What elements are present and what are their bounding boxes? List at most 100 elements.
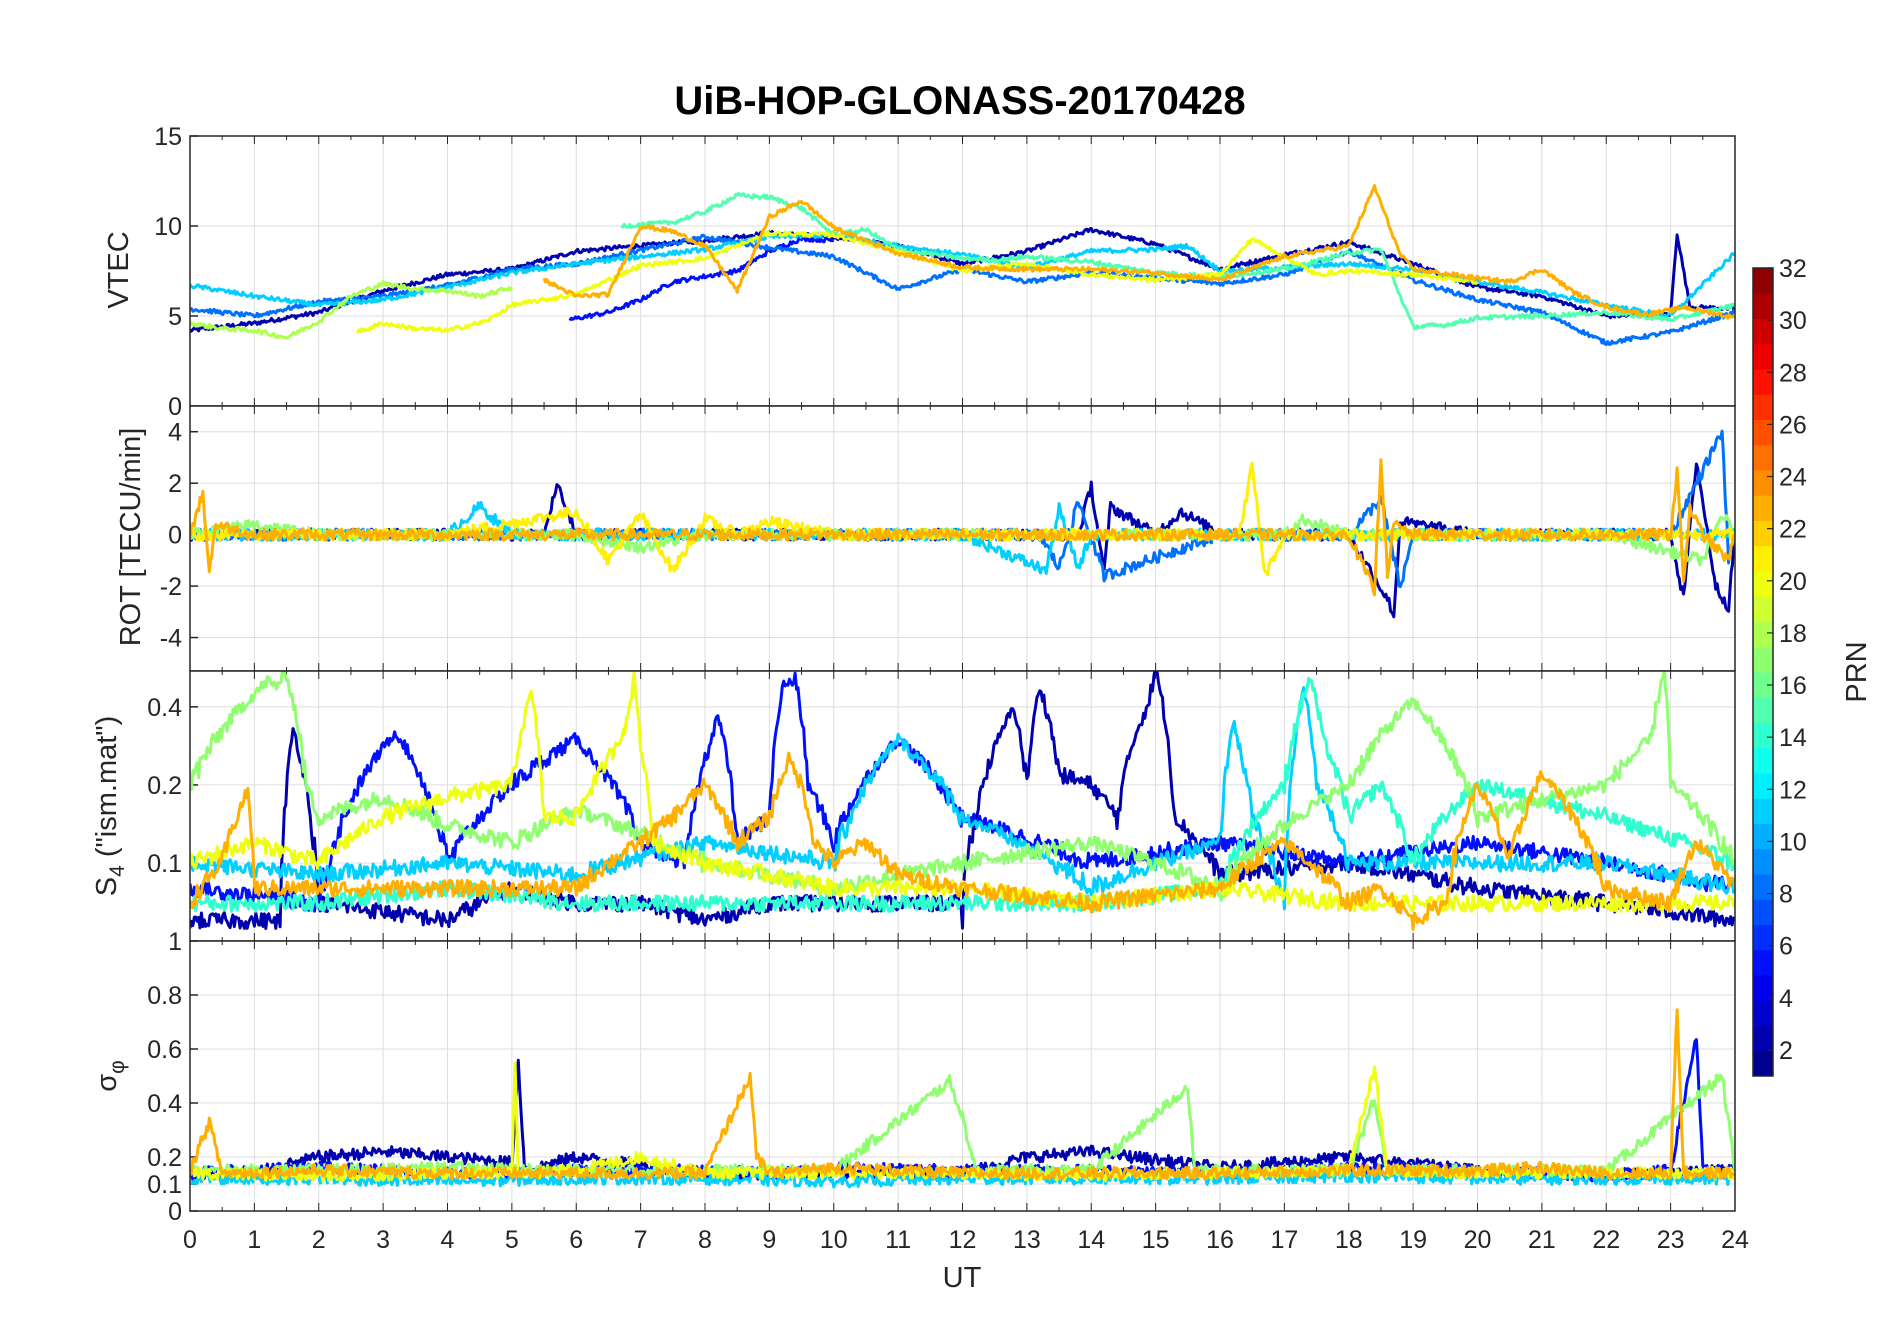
colorbar-label: PRN (1841, 641, 1873, 702)
colorbar-segment (1753, 621, 1773, 648)
x-tick-label: 13 (1013, 1226, 1041, 1254)
x-tick-label: 0 (183, 1226, 197, 1254)
y-tick-label: 0.2 (147, 772, 182, 800)
colorbar-segment (1753, 318, 1773, 345)
x-tick-label: 6 (569, 1226, 583, 1254)
colorbar-tick-label: 24 (1779, 464, 1807, 492)
colorbar-segment (1753, 898, 1773, 925)
colorbar-segment (1753, 873, 1773, 900)
x-tick-label: 1 (247, 1226, 261, 1254)
y-axis-label: ROT [TECU/min] (115, 428, 147, 647)
colorbar-tick-label: 16 (1779, 672, 1807, 700)
series-line-prn-2 (190, 227, 1735, 333)
colorbar-segment (1753, 469, 1773, 496)
colorbar-tick-label: 30 (1779, 307, 1807, 335)
chart-title: UiB-HOP-GLONASS-20170428 (674, 79, 1245, 123)
series-group (190, 1008, 1735, 1189)
series-group (190, 184, 1735, 346)
series-line-prn-23 (190, 458, 1735, 597)
colorbar-tick-label: 26 (1779, 411, 1807, 439)
x-tick-label: 7 (634, 1226, 648, 1254)
y-axis-label: S4 ("ism.mat") (91, 716, 129, 897)
x-axis-label: UT (943, 1262, 982, 1294)
colorbar-segment (1753, 823, 1773, 850)
colorbar-segment (1753, 999, 1773, 1026)
colorbar-segment (1753, 772, 1773, 799)
panel-sigma-phi: 00.10.2 0.4 0.6 0.8 1 σφ (91, 928, 1736, 1226)
y-tick-label: 0.4 (147, 1090, 182, 1118)
colorbar-segment (1753, 292, 1773, 319)
colorbar-segment (1753, 1025, 1773, 1052)
panel-s4: 0.1 0.2 0.4 S4 ("ism.mat") (91, 670, 1736, 942)
y-tick-label: 0.2 (147, 1144, 182, 1172)
colorbar-segment (1753, 949, 1773, 976)
colorbar-tick-label: 32 (1779, 255, 1807, 283)
colorbar-segment (1753, 848, 1773, 875)
x-tick-label: 10 (820, 1226, 848, 1254)
colorbar-segment (1753, 722, 1773, 749)
colorbar-segment (1753, 494, 1773, 521)
x-tick-label: 19 (1399, 1226, 1427, 1254)
series-line-prn-20 (190, 671, 1735, 913)
y-tick-label: -2 (160, 573, 182, 601)
x-tick-label: 11 (885, 1226, 911, 1254)
series-group (190, 671, 1735, 931)
series-line-prn-23 (190, 1008, 1735, 1181)
x-tick-label: 18 (1335, 1226, 1363, 1254)
colorbar-segment (1753, 595, 1773, 622)
colorbar-segment (1753, 1050, 1773, 1077)
y-tick-label: 0.6 (147, 1036, 182, 1064)
y-tick-label: 0 (168, 393, 182, 421)
colorbar-tick-label: 10 (1779, 828, 1807, 856)
x-tick-label: 2 (312, 1226, 326, 1254)
x-tick-label: 9 (762, 1226, 776, 1254)
series-line-prn-15 (620, 191, 1735, 331)
colorbar-segment (1753, 696, 1773, 723)
colorbar-tick-label: 18 (1779, 620, 1807, 648)
series-line-prn-23 (190, 751, 1735, 931)
colorbar-tick-label: 6 (1779, 933, 1793, 961)
series-line-prn-11 (190, 231, 1735, 319)
x-tick-label: 8 (698, 1226, 712, 1254)
colorbar-tick-label: 2 (1779, 1037, 1793, 1065)
y-tick-label: 2 (168, 470, 182, 498)
series-line-prn-2 (190, 671, 1735, 930)
x-tick-label: 16 (1206, 1226, 1234, 1254)
colorbar-tick-label: 12 (1779, 776, 1807, 804)
colorbar-segment (1753, 797, 1773, 824)
y-axis-label: σφ (91, 1060, 129, 1092)
colorbar-segment (1753, 368, 1773, 395)
y-tick-label: 15 (154, 123, 182, 151)
x-tick-label: 12 (949, 1226, 977, 1254)
colorbar-segment (1753, 747, 1773, 774)
series-line-prn-5 (568, 235, 835, 322)
x-tick-label: 21 (1528, 1226, 1556, 1254)
panel-rot: -4 -2 0 2 4 ROT [TECU/min] (115, 405, 1736, 672)
colorbar-segment (1753, 671, 1773, 698)
x-tick-label: 5 (505, 1226, 519, 1254)
colorbar-tick-label: 14 (1779, 724, 1807, 752)
y-axis-label: VTEC (103, 231, 135, 308)
x-tick-label: 24 (1721, 1226, 1749, 1254)
y-tick-label: 0 (168, 1198, 182, 1226)
y-tick-label: 0.1 (147, 1171, 182, 1199)
colorbar-tick-label: 8 (1779, 881, 1793, 909)
colorbar-tick-label: 4 (1779, 985, 1793, 1013)
x-tick-label: 4 (441, 1226, 455, 1254)
colorbar-segment (1753, 267, 1773, 294)
colorbar-tick-label: 20 (1779, 568, 1807, 596)
x-tick-label: 23 (1657, 1226, 1685, 1254)
colorbar-frame (1752, 267, 1774, 1077)
colorbar-segment (1753, 545, 1773, 572)
colorbar-tick-label: 22 (1779, 516, 1807, 544)
y-tick-label: 4 (168, 419, 182, 447)
x-tick-label: 17 (1270, 1226, 1298, 1254)
colorbar-segment (1753, 924, 1773, 951)
y-tick-label: 5 (168, 303, 182, 331)
x-tick-label: 14 (1077, 1226, 1105, 1254)
colorbar-segment (1753, 343, 1773, 370)
colorbar-segment (1753, 570, 1773, 597)
plot-frame (189, 940, 1736, 1212)
